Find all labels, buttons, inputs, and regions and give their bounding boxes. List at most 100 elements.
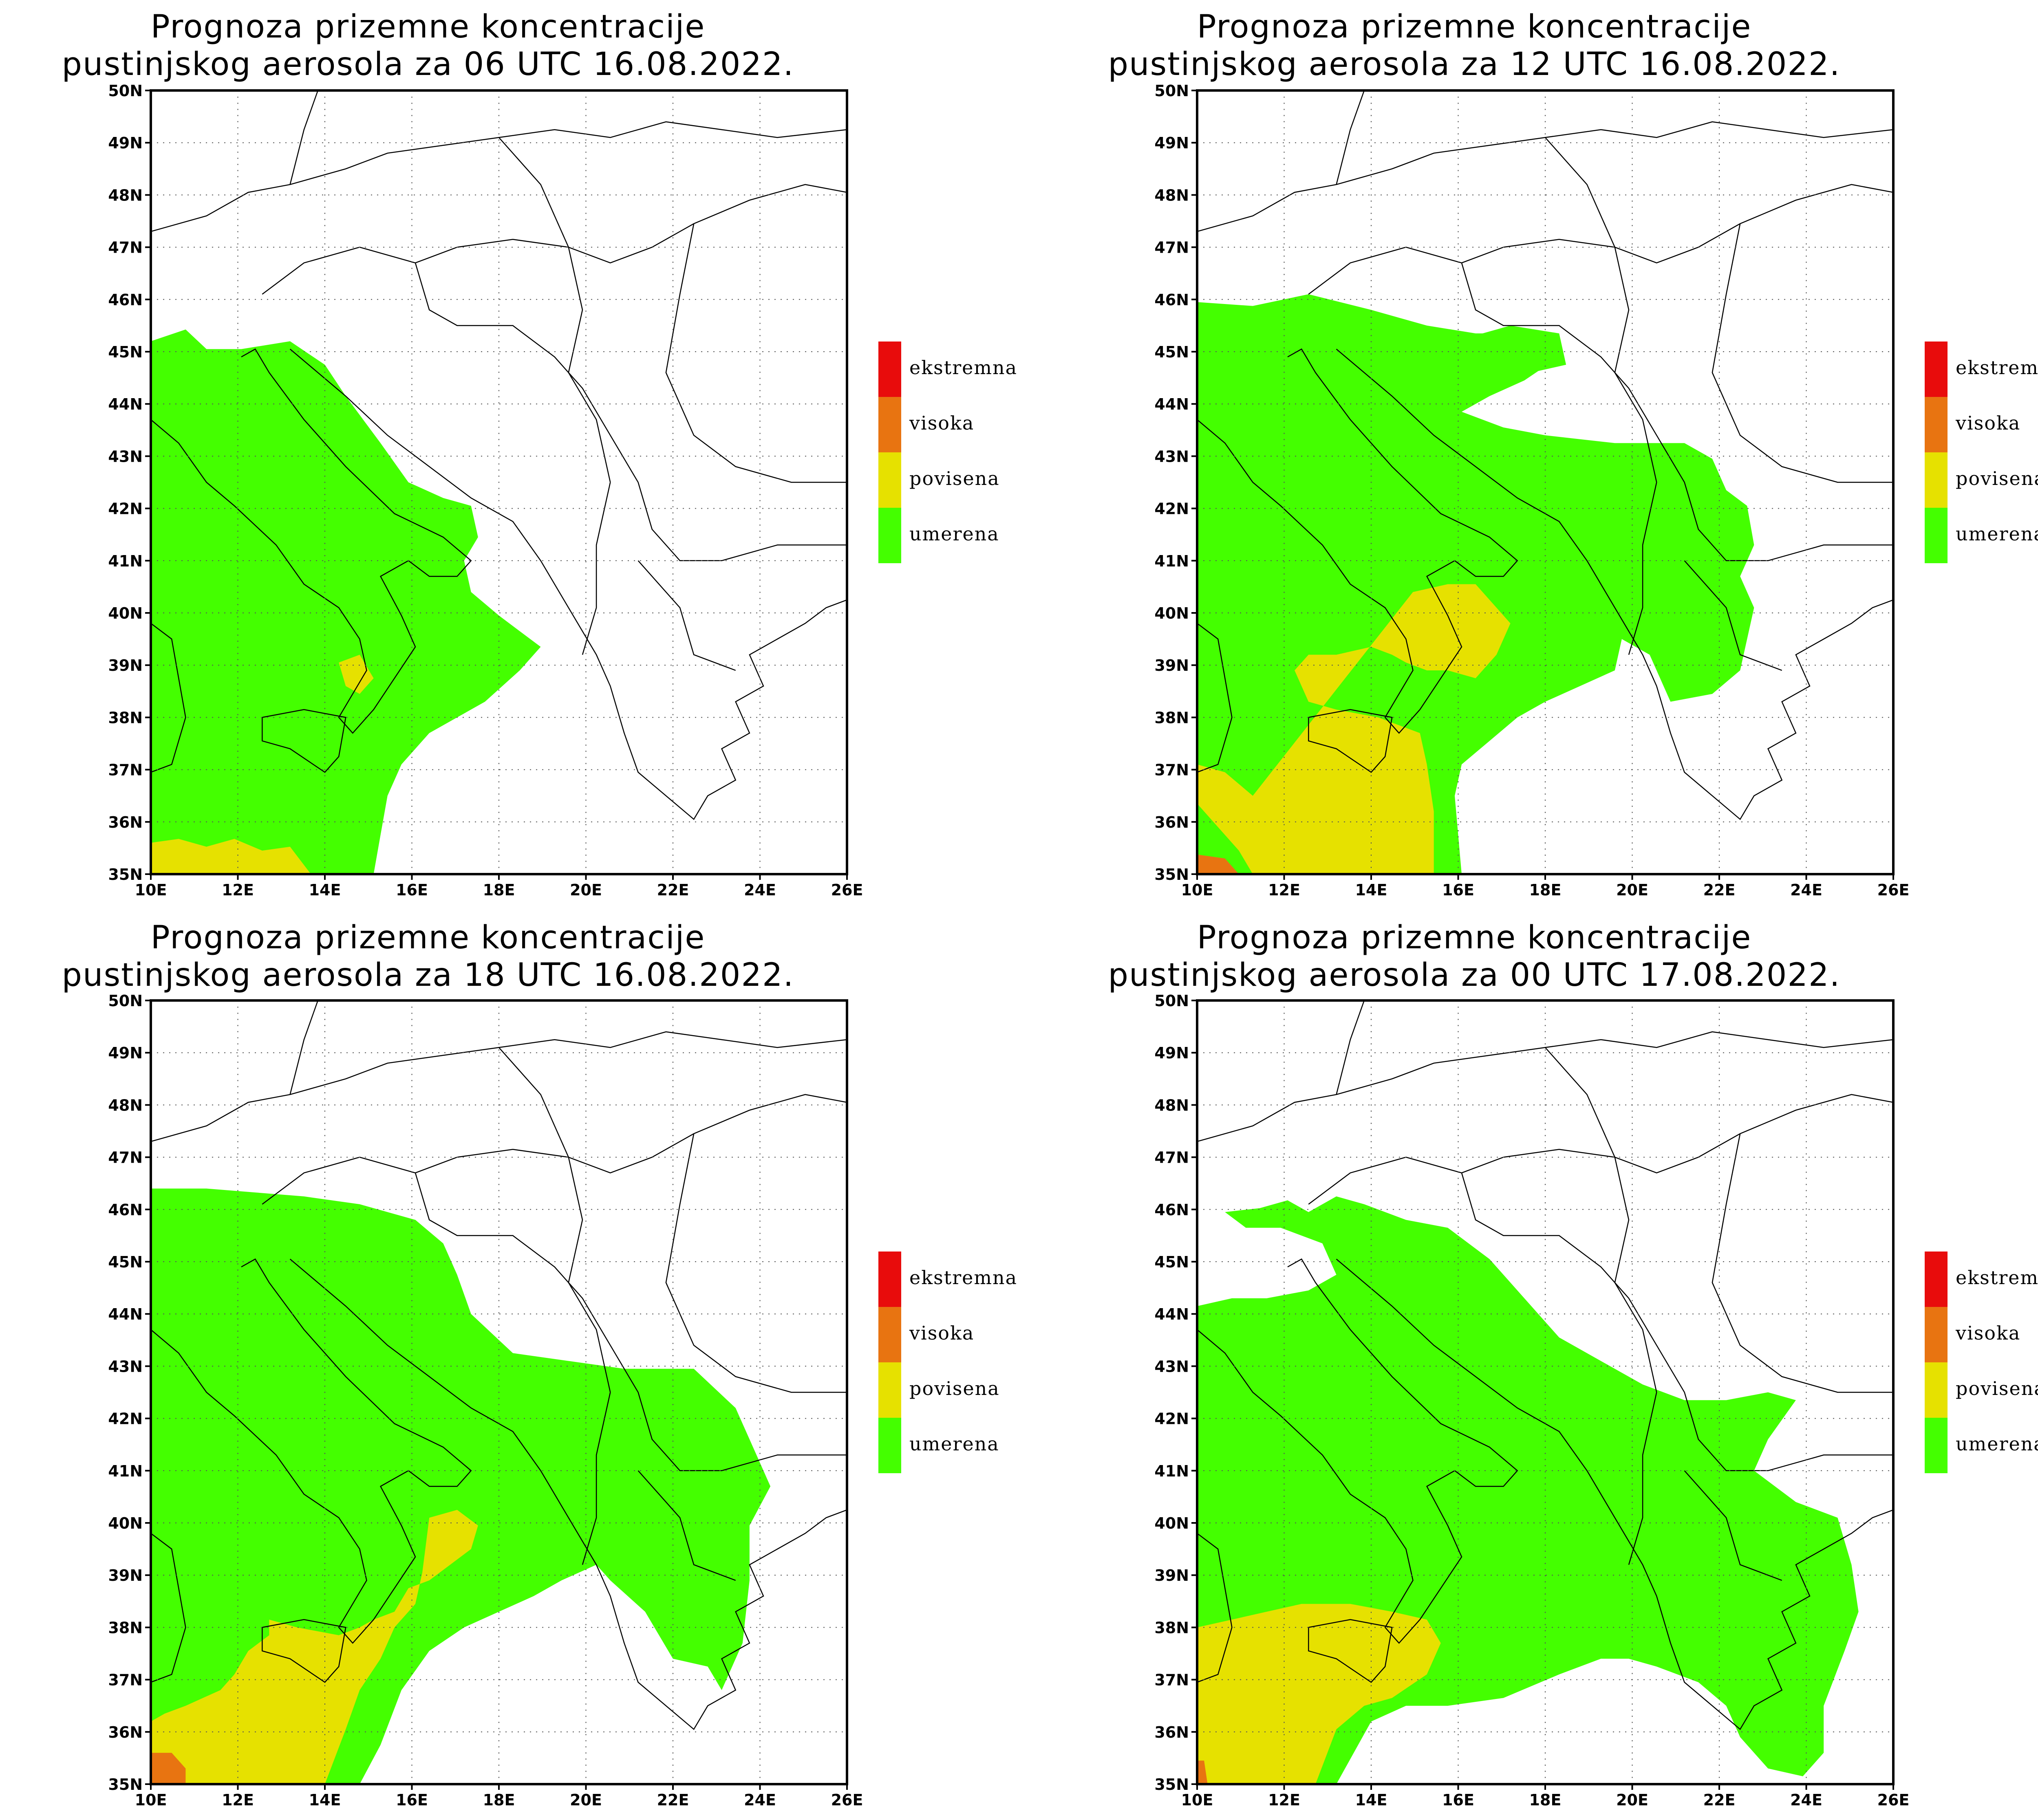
lat-label: 40N	[1154, 1514, 1189, 1532]
forecast-panel-1: Prognoza prizemne koncentracije pustinjs…	[0, 0, 1043, 910]
lon-label: 18E	[1529, 1791, 1562, 1809]
coastline-border	[289, 90, 319, 185]
legend-label-povisena: povisena	[909, 1377, 1000, 1399]
legend-label-umerena: umerena	[909, 523, 999, 545]
lon-label: 22E	[657, 881, 689, 899]
legend-swatch-ekstremna	[878, 1252, 901, 1307]
lat-label: 38N	[108, 1619, 143, 1637]
coastline-border	[1712, 223, 1893, 483]
legend-label-ekstremna: ekstremna	[1956, 357, 2038, 379]
title-line-2: pustinjskog aerosola za 18 UTC 16.08.202…	[62, 957, 794, 994]
lat-label: 47N	[1154, 1149, 1189, 1167]
lat-label: 44N	[108, 1305, 143, 1323]
coastline-border	[1684, 560, 1782, 671]
concentration-area-visoka	[1197, 854, 1239, 874]
title-line-1: Prognoza prizemne koncentracije	[1197, 9, 1752, 45]
coastline-border	[289, 1000, 319, 1095]
lat-label: 46N	[108, 1201, 143, 1219]
coastline-border	[1712, 1133, 1893, 1393]
lat-label: 46N	[108, 291, 143, 309]
lat-label: 39N	[108, 1567, 143, 1584]
coastline-border	[1197, 1533, 1233, 1683]
lat-label: 40N	[108, 604, 143, 622]
panel-title: Prognoza prizemne koncentracije pustinjs…	[1046, 919, 1902, 994]
lat-label: 35N	[1154, 1776, 1189, 1794]
lat-label: 43N	[1154, 447, 1189, 465]
lat-label: 49N	[1154, 1044, 1189, 1062]
coastline-border	[151, 348, 472, 734]
lon-label: 18E	[1529, 881, 1562, 899]
lat-label: 38N	[108, 709, 143, 727]
map-3: 50N 49N 48N 47N 46N 45N 44N 43N 42N 41N 40N 39N 38N 3…	[108, 992, 1017, 1809]
coastline-border	[1684, 1470, 1782, 1581]
lat-label: 47N	[108, 239, 143, 257]
lat-label: 47N	[108, 1149, 143, 1167]
lat-label: 50N	[1154, 992, 1189, 1010]
coastline-border	[1545, 137, 1615, 248]
lat-label: 44N	[1154, 395, 1189, 413]
lon-label: 24E	[1790, 1791, 1822, 1809]
lon-label: 26E	[1877, 1791, 1910, 1809]
coastline-border	[1461, 262, 1893, 562]
legend-label-ekstremna: ekstremna	[909, 1267, 1017, 1289]
coastline-border	[1197, 121, 1893, 232]
lat-label: 39N	[1154, 657, 1189, 674]
lat-label: 45N	[108, 343, 143, 361]
lat-label: 37N	[1154, 761, 1189, 779]
panel-title: Prognoza prizemne koncentracije pustinjs…	[0, 919, 856, 994]
lon-label: 18E	[483, 1791, 515, 1809]
coastline-border	[262, 709, 346, 773]
coastline-border	[1628, 1392, 1657, 1565]
lon-label: 24E	[1790, 881, 1822, 899]
title-line-1: Prognoza prizemne koncentracije	[1197, 919, 1752, 956]
map-4: 50N 49N 48N 47N 46N 45N 44N 43N 42N 41N 40N 39N 38N 3…	[1154, 992, 2038, 1809]
coastline-border	[1545, 1047, 1615, 1158]
lat-label: 35N	[108, 866, 143, 884]
legend-swatch-umerena	[1925, 1418, 1948, 1473]
coastline-border	[568, 247, 611, 483]
lat-label: 48N	[1154, 1096, 1189, 1114]
coastline-border	[1336, 348, 1893, 820]
lon-label: 16E	[396, 881, 428, 899]
coastline-border	[1197, 348, 1518, 734]
coastline-border	[1197, 1031, 1893, 1142]
coastline-border	[665, 223, 847, 483]
lat-label: 49N	[1154, 134, 1189, 152]
concentration-area-povisena	[151, 839, 311, 874]
concentration-area-povisena	[1197, 1604, 1441, 1784]
forecast-panel-4: Prognoza prizemne koncentracije pustinjs…	[1046, 910, 2038, 1820]
lon-label: 10E	[1181, 881, 1213, 899]
lat-label: 42N	[1154, 1410, 1189, 1428]
legend-label-ekstremna: ekstremna	[909, 357, 1017, 379]
legend-swatch-visoka	[878, 1307, 901, 1362]
coastline-border	[1308, 1619, 1393, 1683]
panel-title: Prognoza prizemne koncentracije pustinjs…	[1046, 8, 1902, 83]
coastline-border	[1197, 1258, 1518, 1644]
lat-label: 43N	[108, 447, 143, 465]
coastline-border	[151, 1031, 847, 1142]
legend-label-visoka: visoka	[909, 412, 974, 434]
lat-label: 45N	[1154, 343, 1189, 361]
lon-label: 12E	[1268, 881, 1300, 899]
lat-label: 42N	[1154, 500, 1189, 518]
lat-label: 42N	[108, 1410, 143, 1428]
coastline-border	[568, 1157, 611, 1393]
lat-label: 44N	[1154, 1305, 1189, 1323]
lat-label: 40N	[1154, 604, 1189, 622]
lat-label: 43N	[108, 1357, 143, 1375]
coastline-border	[151, 623, 186, 773]
legend-swatch-povisena	[1925, 1362, 1948, 1418]
title-line-1: Prognoza prizemne koncentracije	[150, 9, 706, 45]
lat-label: 41N	[108, 1462, 143, 1480]
coastline-border	[498, 1047, 569, 1158]
coastline-border	[262, 1619, 346, 1683]
lat-label: 44N	[108, 395, 143, 413]
coastline-border	[415, 1172, 847, 1472]
lat-label: 41N	[1154, 552, 1189, 570]
lon-label: 24E	[744, 1791, 776, 1809]
lat-label: 38N	[1154, 1619, 1189, 1637]
title-line-2: pustinjskog aerosola za 12 UTC 16.08.202…	[1108, 46, 1841, 83]
legend-label-povisena: povisena	[909, 467, 1000, 489]
legend-label-visoka: visoka	[909, 1322, 974, 1344]
lat-label: 50N	[108, 992, 143, 1010]
